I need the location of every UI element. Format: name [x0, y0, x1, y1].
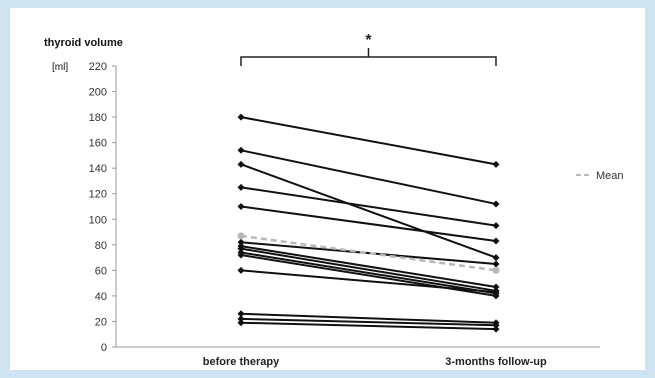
data-point-diamond	[237, 146, 245, 154]
data-point-diamond	[237, 203, 245, 210]
series-line	[240, 186, 497, 227]
data-point-diamond	[492, 288, 500, 296]
data-point-diamond	[492, 292, 500, 300]
data-point-diamond	[492, 260, 500, 268]
mean-point	[492, 266, 500, 274]
series-line	[240, 269, 497, 294]
y-tick-label: 220	[89, 61, 107, 73]
data-point-diamond	[237, 310, 245, 318]
series-line-3	[237, 160, 500, 262]
thyroid-volume-chart: thyroid volume [ml] 0 20 40 60 80 100 120 140 16…	[44, 32, 624, 368]
y-axis-title: thyroid volume	[44, 37, 123, 49]
y-tick-label: 40	[95, 291, 107, 303]
mean-point	[237, 232, 245, 240]
y-tick-label: 120	[89, 189, 107, 201]
y-axis-unit: [ml]	[52, 62, 68, 73]
mean-dashed-line	[240, 234, 497, 272]
data-point-diamond	[237, 266, 245, 274]
series-line	[240, 116, 497, 166]
data-point-diamond	[492, 160, 500, 168]
legend-mean-label: Mean	[596, 170, 624, 182]
series-layer	[237, 113, 500, 333]
data-point-diamond	[237, 183, 245, 191]
series-line	[240, 312, 497, 324]
data-point-diamond	[237, 315, 245, 323]
y-tick-label: 180	[89, 112, 107, 124]
y-tick-label: 200	[89, 87, 107, 99]
series-line-1	[237, 113, 500, 168]
series-line-6	[237, 238, 500, 268]
data-point-diamond	[492, 200, 500, 208]
series-line	[240, 163, 497, 259]
data-point-diamond	[492, 325, 500, 333]
data-point-diamond	[237, 113, 245, 121]
series-line	[240, 251, 497, 295]
series-line	[240, 149, 497, 205]
series-line-5	[237, 203, 500, 245]
data-point-diamond	[492, 237, 500, 245]
series-line	[240, 317, 497, 327]
data-point-diamond	[237, 245, 245, 253]
data-point-diamond	[237, 160, 245, 168]
bracket-line	[240, 56, 497, 66]
series-line	[240, 241, 497, 265]
x-category-label: 3-months follow-up	[445, 356, 547, 368]
data-point-diamond	[492, 222, 500, 230]
data-point-diamond	[237, 238, 245, 246]
data-point-diamond	[492, 283, 500, 291]
chart-panel: thyroid volume [ml] 0 20 40 60 80 100 120 140 16…	[10, 8, 645, 370]
y-tick-label: 140	[89, 163, 107, 175]
y-tick-label: 100	[89, 214, 107, 226]
y-tick-label: 80	[95, 240, 107, 252]
series-line-13	[237, 315, 500, 329]
y-tick-label: 60	[95, 265, 107, 277]
axis-layer: 0 20 40 60 80 100 120 140 160 180 200 220 before the…	[89, 61, 600, 368]
series-line-11	[237, 266, 500, 296]
data-point-diamond	[492, 254, 500, 262]
data-point-diamond	[237, 251, 245, 259]
y-tick-label: 160	[89, 138, 107, 150]
series-line	[240, 247, 497, 292]
series-line	[240, 321, 497, 331]
data-point-diamond	[237, 319, 245, 327]
legend: Mean	[576, 170, 624, 182]
series-line-2	[237, 146, 500, 208]
series-line-14	[237, 319, 500, 333]
y-tick-label: 0	[101, 342, 107, 354]
series-line	[240, 205, 497, 242]
significance-bracket: *	[240, 32, 497, 66]
series-line	[240, 245, 497, 288]
data-point-diamond	[492, 321, 500, 329]
y-tick-label: 20	[95, 316, 107, 328]
x-category-label: before therapy	[203, 356, 280, 368]
series-line-4	[237, 183, 500, 230]
mean-line	[237, 232, 500, 274]
significance-star: *	[365, 32, 372, 49]
